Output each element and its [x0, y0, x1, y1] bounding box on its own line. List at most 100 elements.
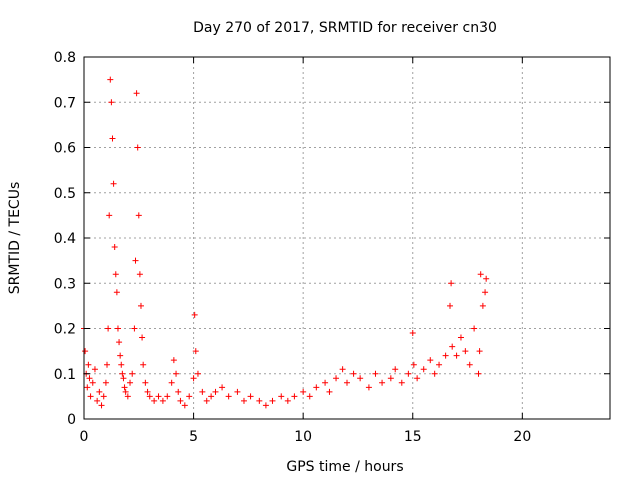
data-point [479, 302, 486, 309]
data-point [177, 397, 184, 404]
data-point [191, 311, 198, 318]
data-point [142, 379, 149, 386]
data-point [326, 388, 333, 395]
data-point [387, 375, 394, 382]
data-point [139, 334, 146, 341]
data-point [144, 388, 151, 395]
data-point [339, 366, 346, 373]
data-point [379, 379, 386, 386]
data-points [81, 76, 490, 409]
data-point [89, 379, 96, 386]
y-tick-label: 0.6 [54, 141, 76, 157]
data-point [306, 393, 313, 400]
data-point [414, 375, 421, 382]
data-point [409, 330, 416, 337]
data-point [109, 135, 116, 142]
data-point [284, 397, 291, 404]
data-point [476, 348, 483, 355]
data-point [322, 379, 329, 386]
data-point [483, 275, 490, 282]
data-point [372, 370, 379, 377]
data-point [87, 393, 94, 400]
data-point [129, 370, 136, 377]
data-point [427, 357, 434, 364]
data-point [344, 379, 350, 386]
data-point [96, 388, 103, 395]
data-point [164, 393, 171, 400]
data-point [132, 257, 139, 264]
data-point [131, 325, 138, 332]
data-point [431, 370, 438, 377]
data-point [135, 212, 142, 219]
data-point [313, 384, 320, 391]
data-point [86, 375, 93, 382]
data-point [118, 361, 125, 368]
data-point [278, 393, 285, 400]
tick-layer: 0 0.1 0.2 0.3 0.4 0.5 0.6 0.7 0.8 0 5 10 15 20 [54, 50, 610, 445]
data-point [106, 212, 113, 219]
data-point [117, 352, 124, 359]
x-tick-label: 15 [404, 429, 422, 445]
data-point [448, 280, 455, 287]
data-point [410, 361, 417, 368]
data-point [112, 271, 119, 278]
x-tick-label: 0 [80, 429, 89, 445]
data-point [121, 384, 128, 391]
data-point [442, 352, 449, 359]
data-point [85, 361, 92, 368]
data-point [170, 357, 177, 364]
y-tick-label: 0.3 [54, 276, 76, 292]
data-point [365, 384, 372, 391]
data-point [398, 379, 405, 386]
data-point [291, 393, 298, 400]
data-point [436, 361, 443, 368]
data-point [84, 384, 91, 391]
data-point [159, 397, 166, 404]
data-point [108, 99, 115, 106]
data-point [333, 375, 340, 382]
data-point [262, 402, 269, 409]
data-point [136, 271, 143, 278]
y-tick-label: 0.2 [54, 322, 76, 338]
data-point [471, 325, 478, 332]
data-point [102, 379, 109, 386]
data-point [462, 348, 469, 355]
data-point [247, 393, 254, 400]
data-point [192, 348, 199, 355]
data-point [482, 289, 489, 296]
data-point [124, 393, 131, 400]
data-point [111, 244, 118, 251]
data-point [457, 334, 464, 341]
data-point [405, 370, 412, 377]
data-point [225, 393, 232, 400]
data-point [119, 370, 126, 377]
data-point [175, 388, 182, 395]
data-point [186, 393, 193, 400]
data-point [110, 180, 117, 187]
data-point [477, 271, 484, 278]
data-point [208, 393, 215, 400]
data-point [190, 375, 197, 382]
x-axis-label: GPS time / hours [286, 459, 403, 475]
data-point [350, 370, 357, 377]
x-tick-label: 10 [294, 429, 312, 445]
data-point [300, 388, 307, 395]
data-point [392, 366, 399, 373]
data-point [137, 302, 144, 309]
data-point [134, 144, 141, 151]
data-point [212, 388, 219, 395]
data-point [105, 325, 112, 332]
data-point [357, 375, 364, 382]
data-point [199, 388, 206, 395]
y-tick-label: 0.8 [54, 50, 76, 66]
data-point [146, 393, 153, 400]
data-point [203, 397, 210, 404]
y-tick-label: 0 [67, 412, 76, 428]
data-point [181, 402, 188, 409]
data-point [234, 388, 241, 395]
data-point [127, 379, 134, 386]
data-point [168, 379, 175, 386]
data-point [475, 370, 482, 377]
data-point [173, 370, 180, 377]
data-point [113, 289, 120, 296]
